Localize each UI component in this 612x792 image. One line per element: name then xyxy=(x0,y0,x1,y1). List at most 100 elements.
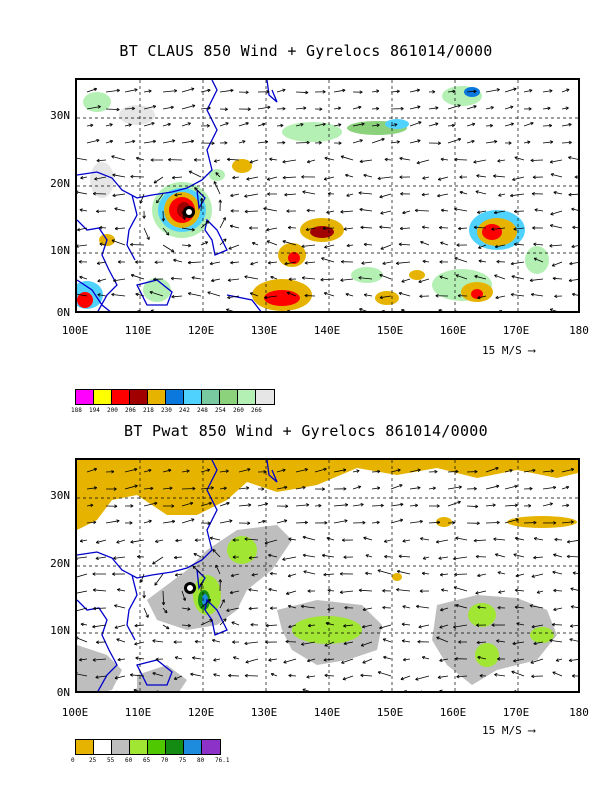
wind-vector-head xyxy=(320,277,324,282)
wind-vector-head xyxy=(116,519,120,523)
wind-vector-head xyxy=(382,605,386,610)
wind-vector-head xyxy=(340,210,344,214)
wind-vector xyxy=(352,503,364,507)
wind-vector xyxy=(455,274,468,280)
wind-vector xyxy=(379,295,392,299)
wind-vector xyxy=(130,674,145,677)
wind-vector xyxy=(343,227,354,230)
wind-vector-head xyxy=(150,158,154,162)
wind-vector xyxy=(341,658,354,664)
colorbar-label: 266 xyxy=(251,407,262,414)
wind-vector-head xyxy=(245,660,249,664)
wind-vector xyxy=(191,277,202,280)
wind-vector-head xyxy=(439,689,443,691)
wind-vector-head xyxy=(232,640,236,644)
wind-vector-head xyxy=(322,226,326,231)
wind-vector xyxy=(485,89,500,93)
wind-vector xyxy=(115,227,126,230)
wind-vector-head xyxy=(321,487,325,491)
wind-vector-head xyxy=(379,295,383,300)
wind-vector xyxy=(134,624,145,627)
wind-vector xyxy=(572,293,578,296)
wind-vector xyxy=(447,124,455,127)
wind-vector-head xyxy=(555,658,560,662)
wind-vector-head xyxy=(417,139,421,143)
wind-vector-head xyxy=(322,90,326,94)
wind-vector xyxy=(181,140,194,144)
wind-vector-head xyxy=(305,227,309,232)
wind-vector-head xyxy=(553,521,557,525)
wind-vector xyxy=(421,193,430,196)
wind-vector-head xyxy=(497,571,501,575)
wind-vector xyxy=(455,537,468,541)
wind-vector-head xyxy=(304,468,308,472)
wind-vector-head xyxy=(187,607,191,611)
wind-vector-head xyxy=(93,467,98,472)
wind-vector xyxy=(438,556,449,559)
p1-xlabel-140e: 140E xyxy=(313,324,341,337)
colorbar-label: 248 xyxy=(197,407,208,414)
wind-vector xyxy=(371,505,384,507)
wind-vector-head xyxy=(323,572,327,577)
wind-vector-head xyxy=(513,242,518,247)
colorbar-swatch xyxy=(130,740,148,754)
wind-vector-head xyxy=(345,292,349,297)
wind-vector-head xyxy=(514,484,518,489)
wind-vector-head xyxy=(530,158,534,163)
wind-vector xyxy=(268,658,278,661)
wind-vector xyxy=(230,225,240,229)
pwat-coastlines xyxy=(77,460,278,691)
wind-vector xyxy=(229,692,239,693)
wind-vector xyxy=(288,675,297,677)
wind-vector xyxy=(92,658,107,661)
wind-vector-head xyxy=(204,241,209,245)
wind-vector-head xyxy=(359,139,363,143)
wind-vector xyxy=(371,487,381,490)
wind-vector-head xyxy=(323,658,327,662)
wind-vector xyxy=(302,191,316,195)
wind-vector-head xyxy=(516,622,520,626)
wind-vector xyxy=(382,638,392,643)
wind-vector xyxy=(422,656,430,660)
wind-vector-head xyxy=(114,604,118,608)
wind-vector xyxy=(181,88,195,93)
p1-vector-reference: 15 M/S ⟶ xyxy=(482,344,535,357)
wind-vector-head xyxy=(403,690,407,691)
wind-vector-head xyxy=(230,573,235,578)
wind-vector xyxy=(228,244,240,250)
wind-vector xyxy=(143,90,152,93)
wind-vector-head xyxy=(218,579,223,583)
wind-vector xyxy=(491,227,506,230)
wind-vector-head xyxy=(266,240,270,244)
wind-vector xyxy=(250,261,259,265)
wind-vector-head xyxy=(493,174,497,178)
wind-vector xyxy=(342,675,354,680)
wind-vector-head xyxy=(420,537,424,541)
wind-vector-head xyxy=(401,279,405,283)
wind-vector xyxy=(561,123,572,127)
wind-vector-head xyxy=(494,139,498,144)
wind-vector xyxy=(531,293,544,297)
wind-vector xyxy=(419,692,429,693)
wind-vector-head xyxy=(529,278,533,283)
wind-vector-head xyxy=(437,141,441,146)
wind-vector xyxy=(140,573,145,583)
wind-vector-head xyxy=(475,504,479,509)
wind-vector-head xyxy=(489,123,493,128)
colorbar-label: 218 xyxy=(143,407,154,414)
wind-vector-head xyxy=(476,174,480,178)
wind-vector-head xyxy=(566,503,570,508)
p2-ylabel-0n: 0N xyxy=(56,686,70,699)
wind-vector-head xyxy=(96,209,100,214)
wind-vector xyxy=(362,624,373,628)
wind-vector xyxy=(77,293,88,297)
wind-vector xyxy=(244,210,259,213)
wind-vector-head xyxy=(532,468,536,473)
wind-vector xyxy=(358,589,373,592)
wind-vector xyxy=(114,692,125,693)
wind-vector-head xyxy=(167,122,171,127)
wind-vector-head xyxy=(476,640,480,645)
wind-vector-head xyxy=(230,193,234,198)
wind-vector-head xyxy=(479,673,483,678)
wind-vector xyxy=(282,159,297,163)
